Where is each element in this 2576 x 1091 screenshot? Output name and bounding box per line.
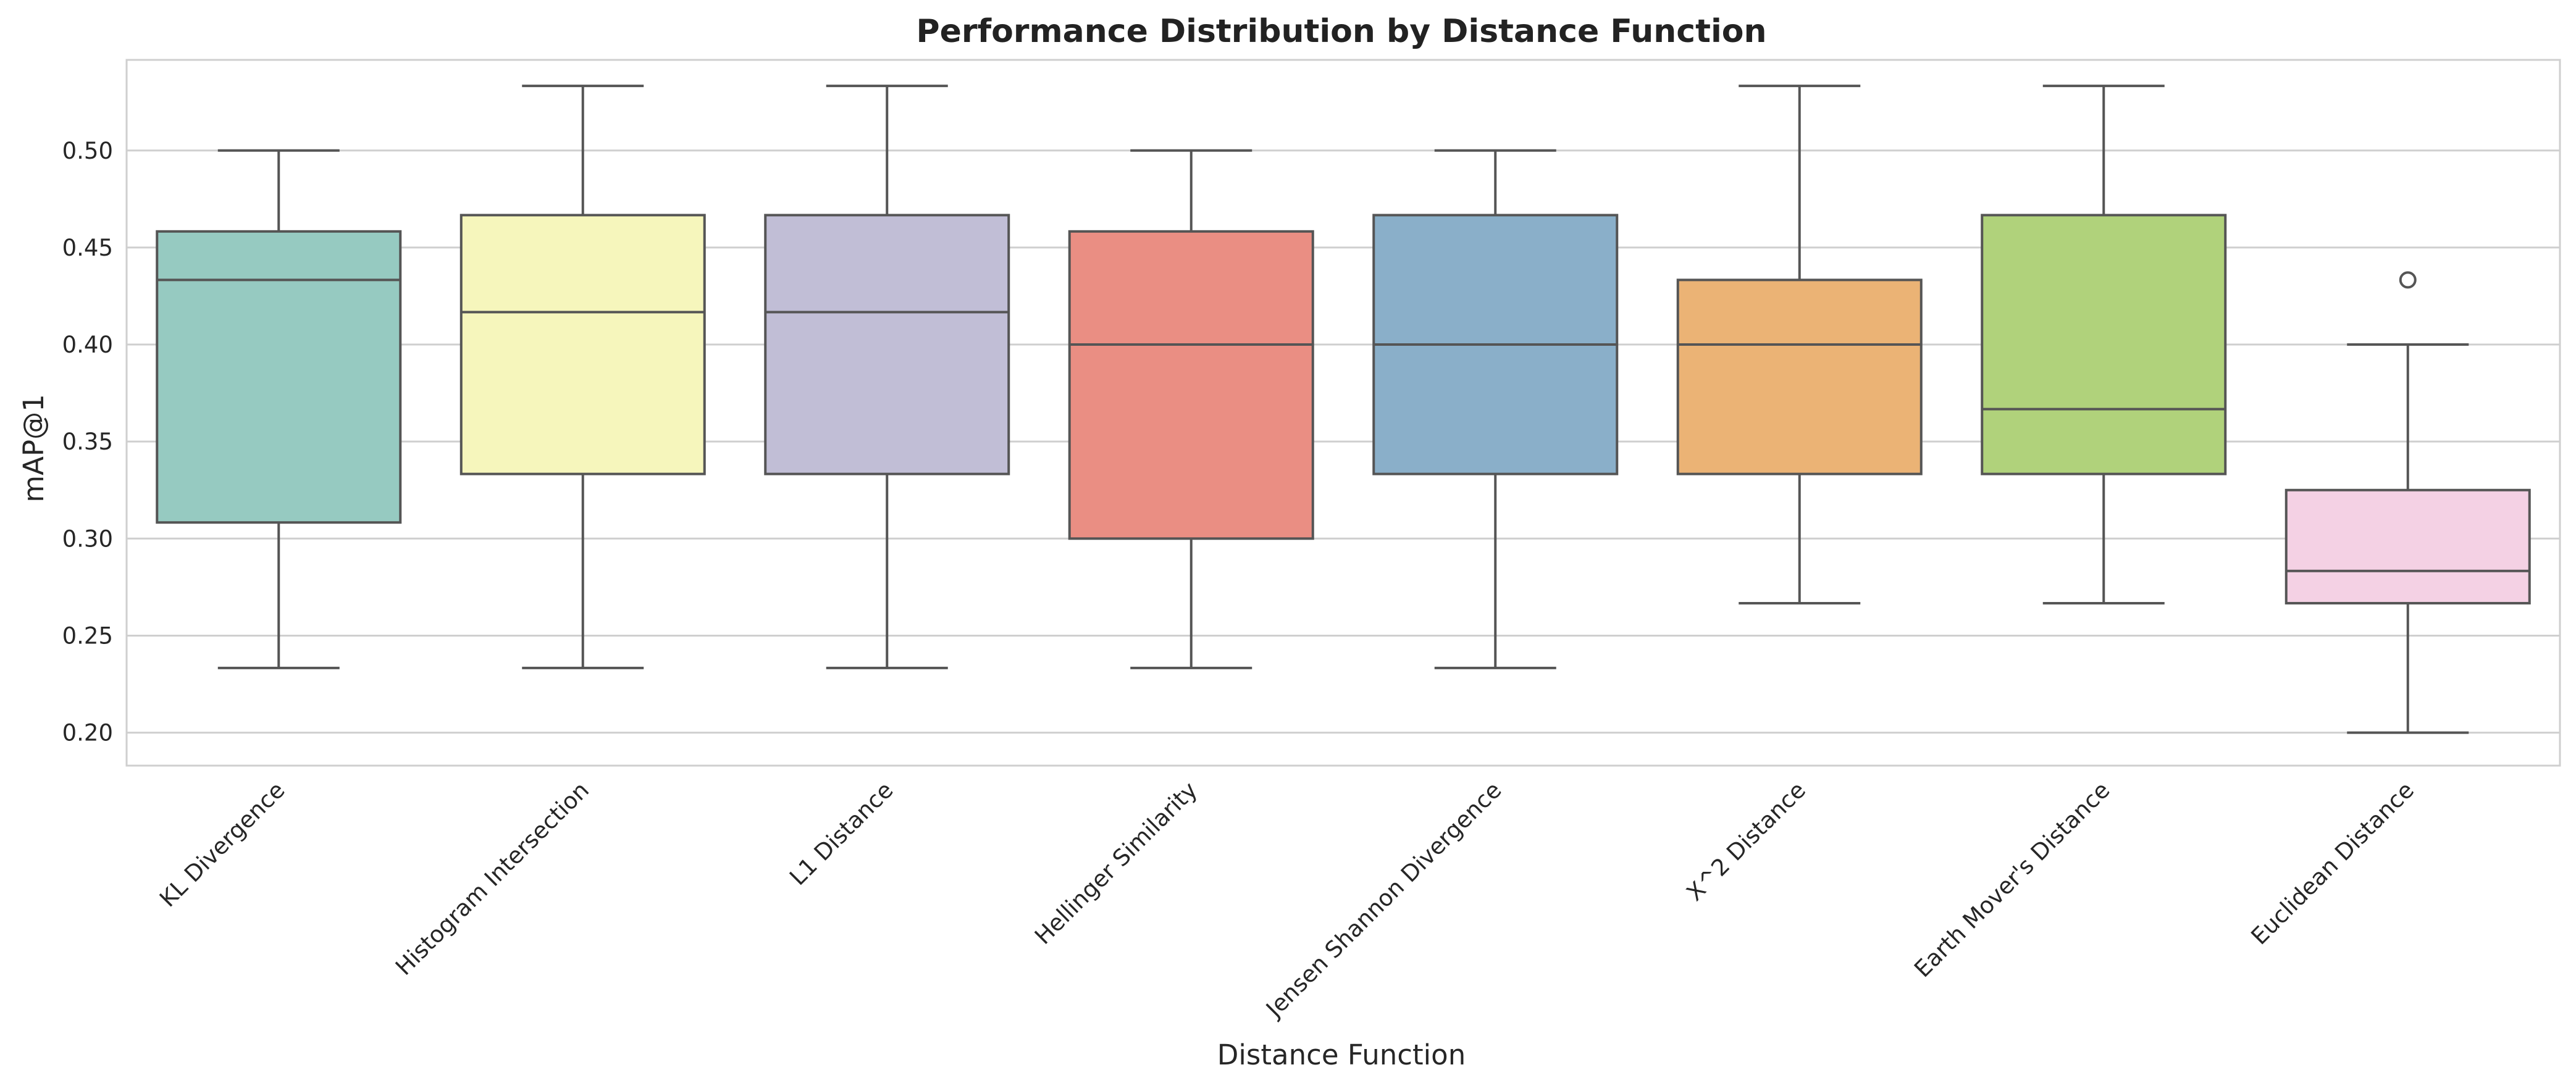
- x-axis-label: Distance Function: [1217, 1039, 1466, 1071]
- x-tick-labels: KL Divergence Histogram Intersection L1 Di…: [154, 777, 2419, 1023]
- x-tick-label: L1 Distance: [784, 777, 898, 890]
- box-iqr: [1068, 230, 1314, 540]
- box-group: [2284, 271, 2531, 734]
- x-tick-label: Jensen Shannon Divergence: [1260, 777, 1506, 1023]
- box-series: [156, 85, 2531, 734]
- y-tick-labels: 0.20 0.25 0.30 0.35 0.40 0.45 0.50: [62, 138, 113, 746]
- x-tick-label: KL Divergence: [154, 777, 290, 913]
- box-iqr: [1676, 278, 1923, 475]
- plot-frame: [125, 59, 2561, 767]
- x-tick-label: Earth Mover's Distance: [1909, 777, 2115, 982]
- box-group: [459, 85, 706, 669]
- box-iqr: [1981, 214, 2227, 475]
- x-tick-label: Histogram Intersection: [390, 777, 594, 980]
- y-axis-label: mAP@1: [17, 394, 50, 502]
- box-group: [764, 85, 1010, 669]
- y-tick-label: 0.35: [62, 428, 113, 455]
- chart-title: Performance Distribution by Distance Fun…: [916, 13, 1766, 50]
- box-group: [1676, 85, 1923, 604]
- y-tick-label: 0.40: [62, 332, 113, 358]
- y-tick-label: 0.50: [62, 138, 113, 164]
- outlier-point: [2399, 271, 2417, 289]
- box-iqr: [459, 214, 706, 475]
- box-group: [1068, 149, 1314, 669]
- box-group: [1372, 149, 1619, 669]
- y-tick-label: 0.30: [62, 525, 113, 552]
- y-tick-label: 0.20: [62, 720, 113, 746]
- box-iqr: [764, 214, 1010, 475]
- y-tick-label: 0.45: [62, 235, 113, 261]
- box-iqr: [156, 230, 402, 524]
- x-tick-label: Euclidean Distance: [2246, 777, 2419, 950]
- x-tick-label: Hellinger Similarity: [1030, 777, 1202, 950]
- y-tick-label: 0.25: [62, 622, 113, 649]
- box-iqr: [2284, 488, 2531, 604]
- box-group: [1981, 85, 2227, 604]
- x-tick-label: X^2 Distance: [1682, 777, 1811, 906]
- box-group: [156, 149, 402, 669]
